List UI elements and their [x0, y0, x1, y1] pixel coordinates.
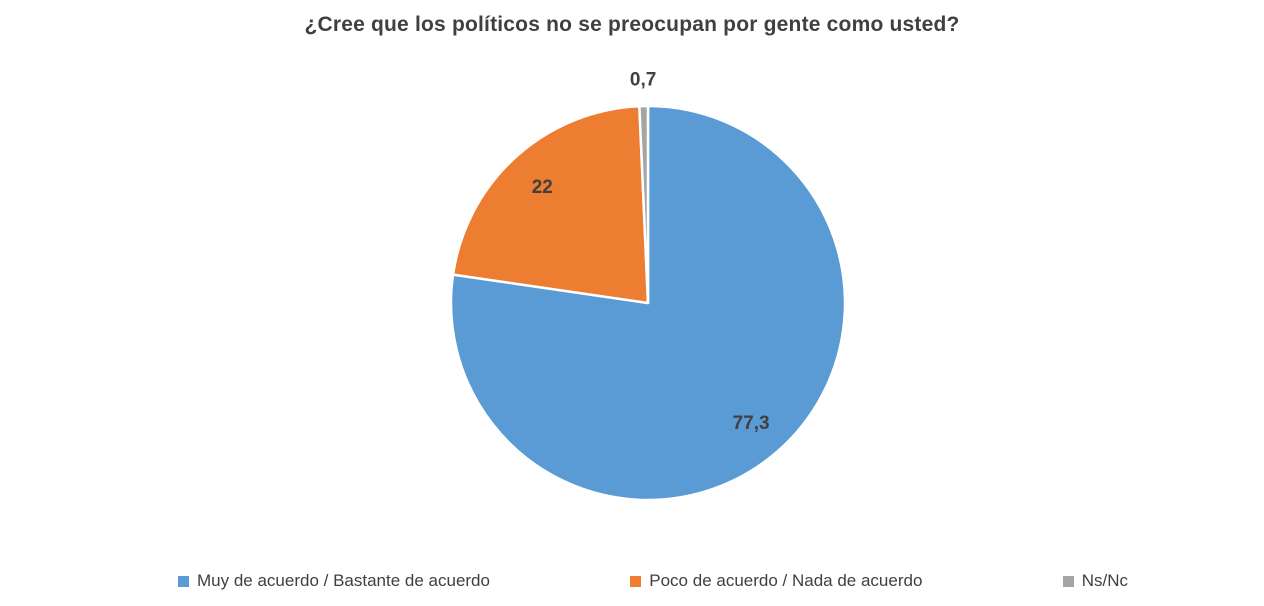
- legend-label: Muy de acuerdo / Bastante de acuerdo: [197, 571, 490, 590]
- chart-legend: Muy de acuerdo / Bastante de acuerdo Poco…: [178, 571, 1128, 591]
- data-label-2: 22: [532, 177, 553, 198]
- legend-item-1: Muy de acuerdo / Bastante de acuerdo: [178, 571, 490, 591]
- legend-swatch-icon: [178, 575, 189, 587]
- legend-label: Poco de acuerdo / Nada de acuerdo: [649, 571, 923, 590]
- pie-slice-2: [451, 104, 650, 305]
- legend-swatch-icon: [630, 575, 642, 587]
- data-label-1: 77,3: [733, 413, 770, 434]
- pie-slice-3: [638, 104, 650, 305]
- legend-item-3: Ns/Nc: [1062, 571, 1128, 591]
- legend-label: Ns/Nc: [1081, 571, 1128, 590]
- legend-item-2: Poco de acuerdo / Nada de acuerdo: [630, 571, 922, 591]
- chart-title: ¿Cree que los políticos no se preocupan …: [304, 13, 960, 36]
- legend-swatch-icon: [1062, 575, 1074, 587]
- data-label-3: 0,7: [630, 70, 656, 91]
